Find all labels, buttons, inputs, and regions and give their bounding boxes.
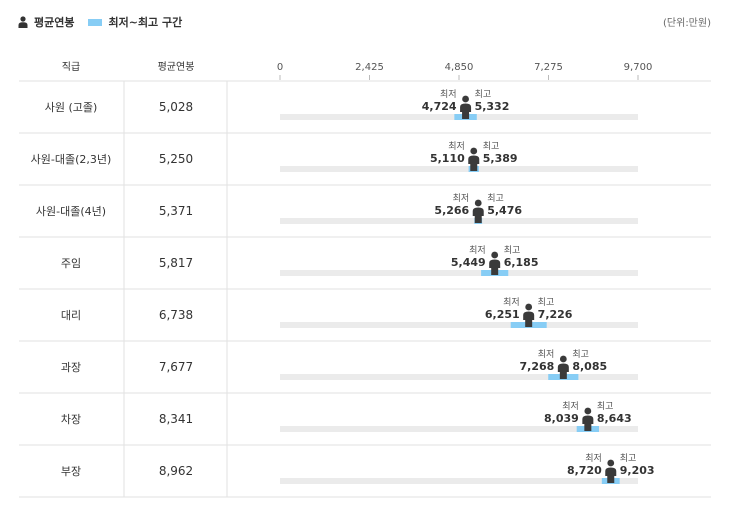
person-icon-head: [559, 355, 567, 363]
x-tick-label: 4,850: [445, 62, 474, 73]
row-label: 과장: [61, 361, 81, 374]
min-value: 5,266: [434, 204, 469, 217]
min-value: 5,110: [430, 152, 465, 165]
row-average: 5,250: [159, 152, 193, 166]
unit-label: (단위:만원): [663, 18, 711, 29]
legend-range-swatch: [88, 18, 103, 26]
x-tick-label: 2,425: [355, 62, 384, 73]
row-average: 8,341: [159, 412, 193, 426]
person-icon-head: [474, 199, 482, 207]
range-track: [280, 426, 638, 432]
max-value: 5,476: [487, 204, 522, 217]
x-tick-label: 0: [277, 62, 283, 73]
row-average: 5,817: [159, 256, 193, 270]
range-track: [280, 478, 638, 484]
max-caption: 최고: [572, 349, 589, 360]
range-track: [280, 218, 638, 224]
person-icon-head: [607, 459, 615, 467]
min-value: 5,449: [451, 256, 486, 269]
row-label: 부장: [61, 465, 81, 478]
header-position: 직급: [62, 61, 80, 73]
range-track: [280, 322, 638, 328]
row-average: 8,962: [159, 464, 193, 478]
range-track: [280, 270, 638, 276]
min-value: 8,720: [567, 464, 602, 477]
max-caption: 최고: [483, 141, 500, 152]
row-label: 대리: [61, 309, 81, 322]
min-value: 4,724: [422, 100, 457, 113]
person-icon-body: [472, 207, 484, 223]
min-value: 7,268: [520, 360, 555, 373]
max-caption: 최고: [597, 401, 614, 412]
row-label: 차장: [61, 413, 81, 426]
header-average: 평균연봉: [158, 61, 195, 73]
legend-range-label: 최저~최고 구간: [108, 16, 183, 29]
min-caption: 최저: [503, 297, 520, 308]
max-caption: 최고: [504, 245, 521, 256]
person-icon-body: [523, 311, 535, 327]
max-value: 8,643: [597, 412, 632, 425]
x-tick-label: 7,275: [534, 62, 563, 73]
row-label: 사원 (고졸): [45, 101, 98, 114]
range-track: [280, 374, 638, 380]
person-icon-body: [489, 259, 501, 275]
row-average: 5,028: [159, 100, 193, 114]
person-icon-body: [605, 467, 617, 483]
person-icon-body: [582, 415, 594, 431]
min-value: 6,251: [485, 308, 520, 321]
legend-avg-label: 평균연봉: [34, 16, 75, 29]
max-caption: 최고: [620, 453, 637, 464]
min-caption: 최저: [440, 89, 457, 100]
person-icon-head: [462, 95, 469, 103]
person-icon-head: [470, 147, 478, 155]
row-average: 6,738: [159, 308, 193, 322]
min-caption: 최저: [453, 193, 470, 204]
max-caption: 최고: [475, 89, 492, 100]
max-caption: 최고: [487, 193, 504, 204]
person-icon-head: [584, 407, 592, 415]
person-icon-body: [460, 103, 472, 119]
row-average: 5,371: [159, 204, 193, 218]
max-caption: 최고: [538, 297, 555, 308]
max-value: 5,332: [475, 100, 510, 113]
row-average: 7,677: [159, 360, 193, 374]
min-caption: 최저: [538, 349, 555, 360]
max-value: 6,185: [504, 256, 539, 269]
legend: 평균연봉 최저~최고 구간: [18, 13, 182, 31]
row-label: 주임: [61, 257, 81, 270]
max-value: 5,389: [483, 152, 518, 165]
min-caption: 최저: [585, 453, 602, 464]
person-icon-head: [491, 251, 499, 259]
person-icon-body: [468, 155, 480, 171]
max-value: 7,226: [538, 308, 573, 321]
min-value: 8,039: [544, 412, 579, 425]
row-label: 사원-대졸(4년): [36, 205, 106, 218]
range-track: [280, 166, 638, 172]
person-icon: [18, 16, 28, 28]
min-caption: 최저: [562, 401, 579, 412]
min-caption: 최저: [469, 245, 486, 256]
max-value: 9,203: [620, 464, 655, 477]
max-value: 8,085: [572, 360, 607, 373]
x-tick-label: 9,700: [624, 62, 653, 73]
person-icon-body: [557, 363, 569, 379]
row-label: 사원-대졸(2,3년): [31, 153, 112, 166]
min-caption: 최저: [448, 141, 465, 152]
person-icon-head: [525, 303, 533, 311]
